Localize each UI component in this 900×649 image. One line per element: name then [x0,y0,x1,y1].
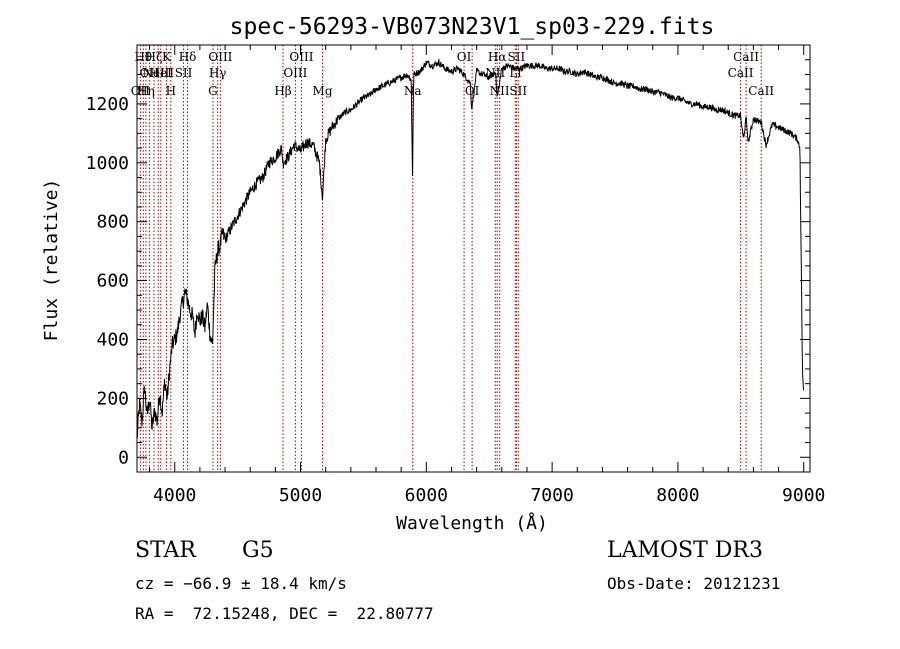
line-marker-label: SII [508,50,526,64]
line-marker-label: Hθ [134,50,152,64]
y-tick-label: 600 [96,271,129,292]
spectrum-line [136,58,804,439]
obs-date: Obs-Date: 20121231 [607,574,781,593]
line-marker-label: SII [175,66,193,80]
line-marker-labels: OIIHθHηOIIHζNeIIIHeIKHSIIHδGHγOIIIHβOIII… [131,50,775,98]
survey-name: LAMOST DR3 [607,538,763,563]
line-marker-label: Hδ [179,50,197,64]
line-marker-label: NeIII [142,66,174,80]
line-marker-label: OI [465,84,480,98]
line-marker-label: OIII [283,66,307,80]
line-marker-label: OII [131,84,151,98]
redshift-cz: cz = −66.9 ± 18.4 km/s [135,574,347,593]
line-marker-label: Li [509,66,521,80]
line-marker-label: OIII [208,50,232,64]
object-class: STAR [135,538,196,563]
line-marker-label: Hα [488,50,507,64]
line-marker-label: Hζ [145,50,162,64]
y-tick-label: 200 [96,388,129,409]
line-marker-label: Hβ [274,84,291,98]
y-tick-label: 1200 [86,94,129,115]
line-marker-label: HeI [150,66,173,80]
line-marker-label: Hη [137,84,155,98]
x-axis-label: Wavelength (Å) [396,512,548,534]
y-tick-label: 400 [96,329,129,350]
x-tick-label: 9000 [782,485,825,506]
plot-frame [136,44,811,473]
y-tick-label: 0 [118,447,129,468]
x-axis-ticks: 4000 5000 6000 7000 8000 9000 [149,45,825,506]
line-marker-label: OIII [289,50,313,64]
line-marker-label: OII [140,66,160,80]
line-marker-label: CaII [733,50,759,64]
line-markers [139,45,762,472]
line-marker-label: SII [509,84,527,98]
line-marker-label: H [166,84,176,98]
object-subclass: G5 [242,538,274,563]
line-marker-label: Mg [313,84,333,98]
line-marker-label: CaII [748,84,774,98]
y-axis-ticks: 0 200 400 600 800 1000 1200 [86,59,810,468]
y-axis-label: Flux (relative) [41,179,62,342]
line-marker-label: OI [457,50,472,64]
y-tick-label: 1000 [86,153,129,174]
line-marker-label: Hγ [209,66,227,80]
chart-title: spec-56293-VB073N23V1_sp03-229.fits [230,14,715,40]
coordinates: RA = 72.15248, DEC = 22.80777 [135,604,434,623]
line-marker-label: Na [404,84,422,98]
line-marker-label: K [162,50,172,64]
y-tick-label: 800 [96,212,129,233]
line-marker-label: G [208,84,218,98]
line-marker-label: CaII [728,66,754,80]
x-tick-label: 6000 [405,485,448,506]
x-tick-label: 5000 [279,485,322,506]
x-tick-label: 4000 [153,485,196,506]
line-marker-label: NII [490,84,510,98]
x-tick-label: 7000 [530,485,573,506]
x-tick-label: 8000 [656,485,699,506]
